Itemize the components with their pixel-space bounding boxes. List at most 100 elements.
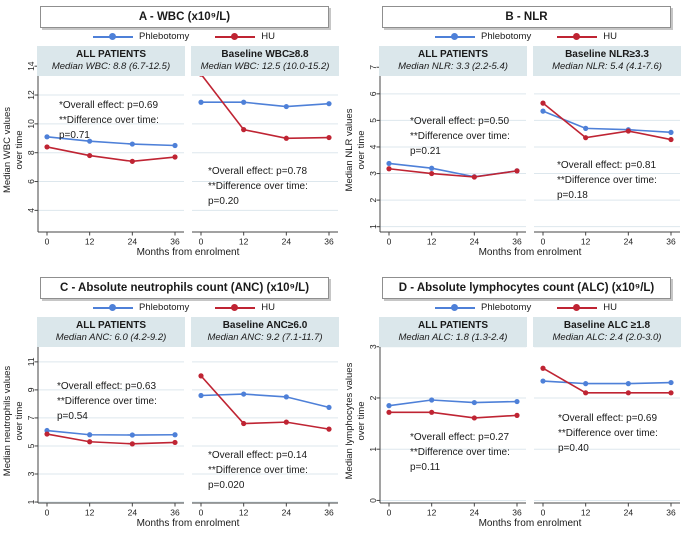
svg-text:0: 0 <box>387 508 392 518</box>
legend-label-hu: HU <box>261 31 275 42</box>
svg-text:24: 24 <box>282 237 292 247</box>
svg-text:5: 5 <box>26 443 36 448</box>
legend-item-phlebotomy: Phlebotomy <box>435 302 531 313</box>
legend: Phlebotomy HU <box>40 29 328 44</box>
svg-text:24: 24 <box>282 508 292 518</box>
plot-svg: 1 3 5 7 9 11 0 12 24 36 0 12 24 36 <box>26 347 338 518</box>
svg-text:0: 0 <box>541 508 546 518</box>
svg-text:1: 1 <box>368 447 378 452</box>
y-axis-title: Median lymphocytes values over time <box>344 362 367 480</box>
svg-text:1: 1 <box>368 224 378 229</box>
panel-b-nlr: B - NLR Phlebotomy HU Median NLR values o… <box>342 0 684 271</box>
plot-svg: 4 6 8 10 12 14 0 12 24 36 0 12 24 36 <box>26 61 338 247</box>
subpanel-header-all-patients: ALL PATIENTS Median ANC: 6.0 (4.2-9.2) <box>37 317 185 347</box>
svg-text:5: 5 <box>368 118 378 123</box>
phlebotomy-dot <box>451 32 459 40</box>
svg-text:24: 24 <box>624 508 634 518</box>
legend-label-hu: HU <box>603 31 617 42</box>
legend-label-phlebotomy: Phlebotomy <box>139 302 190 313</box>
stats-annotation-all-patients: *Overall effect: p=0.69 **Difference ove… <box>59 100 159 141</box>
svg-text:14: 14 <box>26 61 36 71</box>
legend-label-hu: HU <box>261 302 275 313</box>
svg-text:2: 2 <box>368 197 378 202</box>
svg-text:8: 8 <box>26 150 36 155</box>
x-axis-title: Months from enrolment <box>136 518 240 529</box>
subpanel-header-baseline: Baseline ALC ≥1.8 Median ALC: 2.4 (2.0-3… <box>533 317 681 347</box>
svg-text:12: 12 <box>581 508 591 518</box>
svg-text:24: 24 <box>470 508 480 518</box>
legend-item-hu: HU <box>215 302 275 313</box>
svg-text:10: 10 <box>26 119 36 129</box>
svg-text:12: 12 <box>239 237 249 247</box>
svg-text:3: 3 <box>26 471 36 476</box>
legend: Phlebotomy HU <box>40 300 328 315</box>
svg-text:36: 36 <box>170 508 180 518</box>
svg-text:24: 24 <box>470 237 480 247</box>
phlebotomy-dot <box>109 32 117 40</box>
phlebotomy-line-marker-icon <box>435 32 476 41</box>
subpanel-header-all-patients: ALL PATIENTS Median NLR: 3.3 (2.2-5.4) <box>379 46 527 76</box>
phlebotomy-line-marker-icon <box>435 303 476 312</box>
svg-text:24: 24 <box>624 237 634 247</box>
svg-text:12: 12 <box>85 508 95 518</box>
svg-text:36: 36 <box>512 508 522 518</box>
phlebotomy-dot <box>109 303 117 311</box>
phlebotomy-line-marker-icon <box>93 32 134 41</box>
hu-dot <box>573 32 581 40</box>
legend-label-phlebotomy: Phlebotomy <box>481 31 532 42</box>
svg-text:24: 24 <box>128 237 138 247</box>
svg-text:0: 0 <box>387 237 392 247</box>
panel-d-alc: D - Absolute lymphocytes count (ALC) (x1… <box>342 271 684 542</box>
stats-annotation-all-patients: *Overall effect: p=0.50 **Difference ove… <box>410 116 510 157</box>
svg-text:36: 36 <box>324 508 334 518</box>
panel-a-wbc: A - WBC (x10⁹/L) Phlebotomy HU Median WB… <box>0 0 342 271</box>
hu-line-marker-icon <box>215 32 256 41</box>
panel-title: A - WBC (x10⁹/L) <box>40 6 329 28</box>
stats-annotation-baseline: *Overall effect: p=0.81 **Difference ove… <box>557 160 657 201</box>
legend-item-hu: HU <box>557 302 617 313</box>
svg-text:7: 7 <box>26 415 36 420</box>
svg-text:12: 12 <box>239 508 249 518</box>
hu-line-marker-icon <box>215 303 256 312</box>
legend-item-phlebotomy: Phlebotomy <box>435 31 531 42</box>
stats-annotation-all-patients: *Overall effect: p=0.27 **Difference ove… <box>410 432 510 473</box>
hu-dot <box>231 303 239 311</box>
svg-text:0: 0 <box>541 237 546 247</box>
svg-text:36: 36 <box>666 508 676 518</box>
chart-area: 1 3 5 7 9 11 0 12 24 36 0 12 24 36 ALL PATIENTS Media… <box>24 317 340 539</box>
hu-dot <box>231 32 239 40</box>
legend-label-phlebotomy: Phlebotomy <box>139 31 190 42</box>
panel-title: D - Absolute lymphocytes count (ALC) (x1… <box>382 277 671 299</box>
svg-text:36: 36 <box>666 237 676 247</box>
svg-text:0: 0 <box>45 508 50 518</box>
panel-title: C - Absolute neutrophils count (ANC) (x1… <box>40 277 329 299</box>
y-axis-title: Median NLR values over time <box>344 108 367 192</box>
legend: Phlebotomy HU <box>382 300 670 315</box>
svg-text:4: 4 <box>368 144 378 149</box>
svg-text:0: 0 <box>45 237 50 247</box>
y-axis-title: Median neutrophils values over time <box>2 365 25 477</box>
phlebotomy-dot <box>451 303 459 311</box>
legend-item-phlebotomy: Phlebotomy <box>93 302 189 313</box>
subpanel-header-baseline: Baseline NLR≥3.3 Median NLR: 5.4 (4.1-7.… <box>533 46 681 76</box>
svg-text:0: 0 <box>199 237 204 247</box>
hu-dot <box>573 303 581 311</box>
svg-text:6: 6 <box>368 91 378 96</box>
svg-text:12: 12 <box>427 508 437 518</box>
svg-text:36: 36 <box>324 237 334 247</box>
svg-text:3: 3 <box>368 171 378 176</box>
y-axis-title: Median WBC values over time <box>2 106 25 194</box>
subpanel-header-all-patients: ALL PATIENTS Median ALC: 1.8 (1.3-2.4) <box>379 317 527 347</box>
svg-text:2: 2 <box>368 395 378 400</box>
subpanel-header-all-patients: ALL PATIENTS Median WBC: 8.8 (6.7-12.5) <box>37 46 185 76</box>
svg-text:4: 4 <box>26 208 36 213</box>
chart-area: 4 6 8 10 12 14 0 12 24 36 0 12 24 36 ALL PATIENTS Med… <box>24 46 340 268</box>
legend-item-hu: HU <box>215 31 275 42</box>
subpanel-header-baseline: Baseline ANC≥6.0 Median ANC: 9.2 (7.1-11… <box>191 317 339 347</box>
svg-text:6: 6 <box>26 179 36 184</box>
legend-item-hu: HU <box>557 31 617 42</box>
chart-area: 0 1 2 3 0 12 24 36 0 12 24 36 ALL PATIENTS Median A… <box>366 317 682 539</box>
phlebotomy-line-marker-icon <box>93 303 134 312</box>
